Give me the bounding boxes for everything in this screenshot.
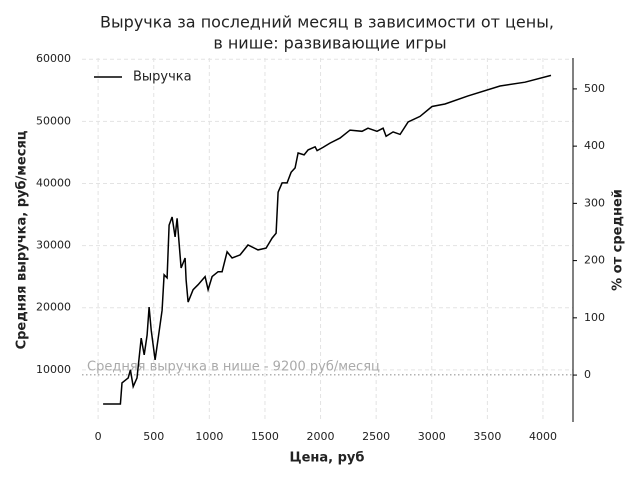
y-tick-label: 50000 xyxy=(36,114,71,127)
x-tick-label: 2000 xyxy=(307,430,335,443)
y-tick-label: 20000 xyxy=(36,301,71,314)
x-tick-label: 4000 xyxy=(529,430,557,443)
y2-tick-label: 100 xyxy=(584,311,605,324)
reference-label: Средняя выручка в нише - 9200 руб/месяц xyxy=(87,359,380,374)
y2-tick-label: 300 xyxy=(584,196,605,209)
x-tick-label: 3000 xyxy=(418,430,446,443)
x-tick-label: 500 xyxy=(143,430,164,443)
y-tick-label: 40000 xyxy=(36,176,71,189)
chart-title: Выручка за последний месяц в зависимости… xyxy=(100,13,554,32)
series-line xyxy=(103,74,552,405)
x-tick-label: 3500 xyxy=(473,430,501,443)
legend-label: Выручка xyxy=(133,70,192,85)
y2-tick-label: 0 xyxy=(584,368,591,381)
x-tick-label: 1500 xyxy=(251,430,279,443)
y-tick-label: 30000 xyxy=(36,239,71,252)
y2-tick-label: 500 xyxy=(584,82,605,95)
y-tick-label: 60000 xyxy=(36,52,71,65)
x-tick-label: 1000 xyxy=(195,430,223,443)
y2-axis-label: % от средней xyxy=(611,189,626,291)
y-axis-label: Средняя выручка, руб/месяц xyxy=(15,130,30,349)
y2-tick-label: 400 xyxy=(584,139,605,152)
x-tick-label: 2500 xyxy=(362,430,390,443)
y-tick-label: 10000 xyxy=(36,363,71,376)
chart-title: в нише: развивающие игры xyxy=(213,34,446,53)
y2-tick-label: 200 xyxy=(584,254,605,267)
x-axis-label: Цена, руб xyxy=(290,451,365,466)
x-tick-label: 0 xyxy=(95,430,102,443)
